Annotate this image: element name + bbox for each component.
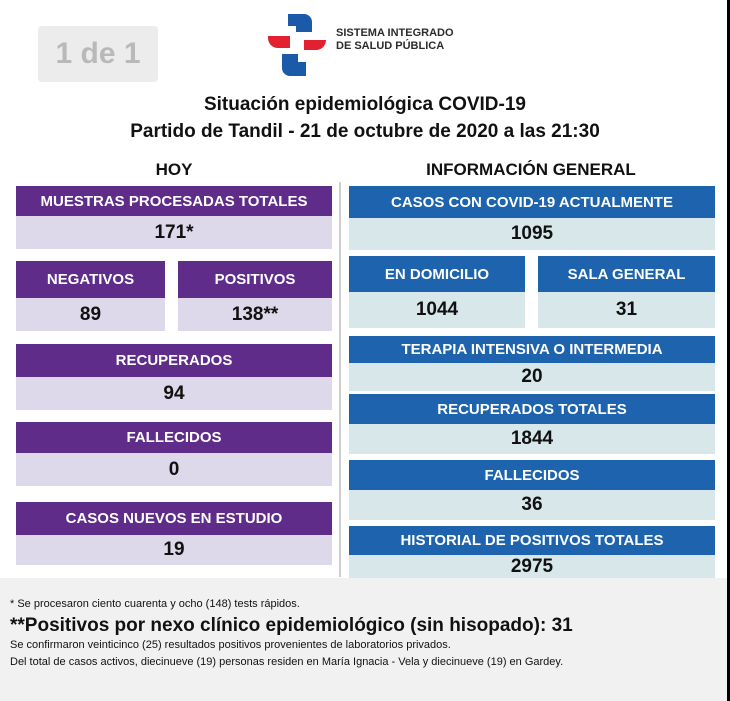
sala-general-value: 31 xyxy=(538,292,715,328)
fallecidos-total-card: FALLECIDOS 36 xyxy=(349,460,715,520)
domicilio-card: EN DOMICILIO 1044 xyxy=(349,256,525,328)
domicilio-label: EN DOMICILIO xyxy=(349,256,525,292)
footnote-rapid-tests: * Se procesaron ciento cuarenta y ocho (… xyxy=(10,598,300,610)
terapia-card: TERAPIA INTENSIVA O INTERMEDIA 20 xyxy=(349,336,715,391)
footnote-private-labs: Se confirmaron veinticinco (25) resultad… xyxy=(10,639,451,651)
casos-actuales-label: CASOS CON COVID-19 ACTUALMENTE xyxy=(349,186,715,218)
recuperados-totales-card: RECUPERADOS TOTALES 1844 xyxy=(349,394,715,454)
sisp-logo: SISTEMA INTEGRADO DE SALUD PÚBLICA xyxy=(264,10,464,80)
hoy-heading: HOY xyxy=(155,160,193,179)
footer-notes: * Se procesaron ciento cuarenta y ocho (… xyxy=(0,578,727,701)
general-heading: INFORMACIÓN GENERAL xyxy=(426,160,636,179)
fallecidos-total-value: 36 xyxy=(349,490,715,520)
casos-nuevos-card: CASOS NUEVOS EN ESTUDIO 19 xyxy=(16,502,332,565)
positivos-value: 138** xyxy=(178,298,332,331)
historial-positivos-card: HISTORIAL DE POSITIVOS TOTALES 2975 xyxy=(349,526,715,579)
muestras-label: MUESTRAS PROCESADAS TOTALES xyxy=(16,186,332,216)
casos-nuevos-label: CASOS NUEVOS EN ESTUDIO xyxy=(16,502,332,535)
recuperados-totales-label: RECUPERADOS TOTALES xyxy=(349,394,715,424)
casos-nuevos-value: 19 xyxy=(16,535,332,565)
fallecidos-total-label: FALLECIDOS xyxy=(349,460,715,490)
casos-actuales-value: 1095 xyxy=(349,218,715,250)
logo-line-1: SISTEMA INTEGRADO xyxy=(336,27,454,39)
footnote-residence: Del total de casos activos, diecinueve (… xyxy=(10,656,564,668)
domicilio-value: 1044 xyxy=(349,292,525,328)
recuperados-totales-value: 1844 xyxy=(349,424,715,454)
logo-line-2: DE SALUD PÚBLICA xyxy=(336,40,445,52)
historial-positivos-value: 2975 xyxy=(349,555,715,579)
terapia-label: TERAPIA INTENSIVA O INTERMEDIA xyxy=(349,336,715,363)
recuperados-label: RECUPERADOS xyxy=(16,344,332,377)
negativos-card: NEGATIVOS 89 xyxy=(16,261,165,331)
fallecidos-hoy-card: FALLECIDOS 0 xyxy=(16,422,332,486)
fallecidos-hoy-label: FALLECIDOS xyxy=(16,422,332,453)
footnote-clinical-link: **Positivos por nexo clínico epidemiológ… xyxy=(10,615,573,636)
recuperados-value: 94 xyxy=(16,377,332,410)
column-divider xyxy=(339,182,341,577)
muestras-card: MUESTRAS PROCESADAS TOTALES 171* xyxy=(16,186,332,249)
casos-actuales-card: CASOS CON COVID-19 ACTUALMENTE 1095 xyxy=(349,186,715,250)
terapia-value: 20 xyxy=(349,363,715,391)
positivos-label: POSITIVOS xyxy=(178,261,332,298)
page-indicator: 1 de 1 xyxy=(38,26,158,82)
recuperados-card: RECUPERADOS 94 xyxy=(16,344,332,410)
sisp-logo-icon xyxy=(268,14,326,76)
sala-general-label: SALA GENERAL xyxy=(538,256,715,292)
muestras-value: 171* xyxy=(16,216,332,249)
positivos-card: POSITIVOS 138** xyxy=(178,261,332,331)
historial-positivos-label: HISTORIAL DE POSITIVOS TOTALES xyxy=(349,526,715,555)
fallecidos-hoy-value: 0 xyxy=(16,453,332,486)
logo-text: SISTEMA INTEGRADO DE SALUD PÚBLICA xyxy=(336,27,454,53)
report-subtitle: Partido de Tandil - 21 de octubre de 202… xyxy=(130,121,600,142)
report-title: Situación epidemiológica COVID-19 xyxy=(203,94,526,115)
negativos-label: NEGATIVOS xyxy=(16,261,165,298)
negativos-value: 89 xyxy=(16,298,165,331)
sala-general-card: SALA GENERAL 31 xyxy=(538,256,715,328)
